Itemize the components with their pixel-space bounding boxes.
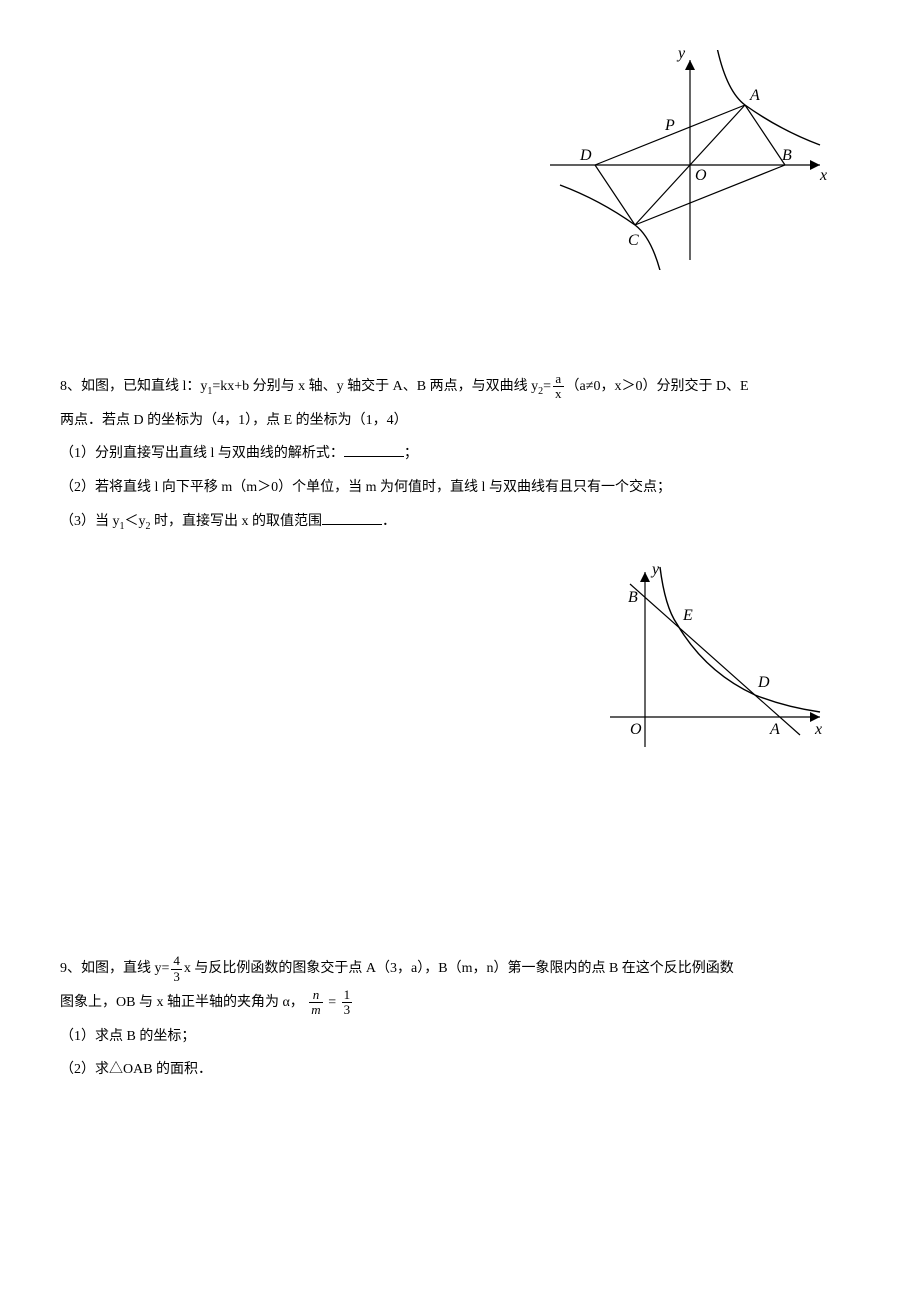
figure-2: y x O B E D A bbox=[610, 562, 830, 752]
fig1-label-y: y bbox=[676, 50, 686, 62]
fig2-label-x: x bbox=[814, 721, 822, 738]
figure-2-container: y x O B E D A bbox=[60, 562, 860, 752]
q8-line2: 两点．若点 D 的坐标为（4，1），点 E 的坐标为（1，4） bbox=[60, 404, 860, 438]
q8-blank2 bbox=[322, 510, 382, 525]
fig2-label-D: D bbox=[757, 674, 770, 691]
q8-line1: 8、如图，已知直线 l：y1=kx+b 分别与 x 轴、y 轴交于 A、B 两点… bbox=[60, 370, 860, 404]
fig1-label-A: A bbox=[749, 87, 760, 104]
fig1-label-x: x bbox=[819, 167, 827, 184]
question-9: 9、如图，直线 y=43x 与反比例函数的图象交于点 A（3，a），B（m，n）… bbox=[60, 952, 860, 1086]
fig1-label-O: O bbox=[695, 167, 707, 184]
q9-frac-n-over-m: nm bbox=[309, 988, 322, 1018]
fig1-label-B: B bbox=[782, 147, 792, 164]
fig1-label-C: C bbox=[628, 232, 639, 249]
fig2-label-y: y bbox=[650, 562, 660, 578]
fig2-label-B: B bbox=[628, 589, 638, 606]
q9-line1: 9、如图，直线 y=43x 与反比例函数的图象交于点 A（3，a），B（m，n）… bbox=[60, 952, 860, 986]
fig1-label-D: D bbox=[579, 147, 592, 164]
q9-item2: （2）求△OAB 的面积． bbox=[60, 1053, 860, 1087]
fig2-label-A: A bbox=[769, 721, 780, 738]
fig2-label-O: O bbox=[630, 721, 642, 738]
q8-blank1 bbox=[344, 442, 404, 457]
q9-line2: 图象上，OB 与 x 轴正半轴的夹角为 α， nm = 13 bbox=[60, 986, 860, 1020]
q8-text: 8、如图，已知直线 l：y bbox=[60, 379, 207, 394]
fig2-label-E: E bbox=[682, 607, 693, 624]
figure-1: y x O A B C D P bbox=[550, 50, 830, 270]
q8-item3: （3）当 y1＜y2 时，直接写出 x 的取值范围． bbox=[60, 505, 860, 539]
figure-1-container: y x O A B C D P bbox=[60, 50, 860, 270]
q8-frac-a-over-x: ax bbox=[553, 372, 564, 402]
q8-item2: （2）若将直线 l 向下平移 m（m＞0）个单位，当 m 为何值时，直线 l 与… bbox=[60, 471, 860, 505]
q9-item1: （1）求点 B 的坐标； bbox=[60, 1020, 860, 1054]
fig1-label-P: P bbox=[664, 117, 675, 134]
q9-frac-4-over-3: 43 bbox=[171, 954, 182, 984]
q8-item1: （1）分别直接写出直线 l 与双曲线的解析式：； bbox=[60, 437, 860, 471]
question-8: 8、如图，已知直线 l：y1=kx+b 分别与 x 轴、y 轴交于 A、B 两点… bbox=[60, 370, 860, 538]
q9-frac-1-over-3: 13 bbox=[342, 988, 353, 1018]
